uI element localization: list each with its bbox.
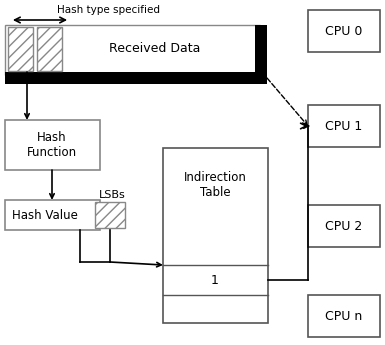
Bar: [5, 120, 100, 170]
FancyArrowPatch shape: [110, 262, 161, 267]
FancyArrowPatch shape: [267, 78, 307, 125]
Text: Indirection
Table: Indirection Table: [184, 171, 246, 199]
Bar: [95, 202, 125, 228]
FancyArrowPatch shape: [304, 124, 308, 128]
Text: CPU 1: CPU 1: [325, 119, 363, 132]
Bar: [5, 25, 260, 75]
Text: Hash
Function: Hash Function: [27, 131, 77, 159]
Bar: [308, 10, 380, 52]
Text: Hash Value: Hash Value: [12, 208, 78, 221]
Bar: [163, 148, 268, 323]
Bar: [255, 25, 267, 72]
Text: CPU 0: CPU 0: [325, 24, 363, 38]
Bar: [5, 72, 267, 84]
Bar: [308, 295, 380, 337]
Bar: [308, 205, 380, 247]
FancyArrowPatch shape: [25, 72, 29, 118]
Bar: [5, 200, 100, 230]
Text: Received Data: Received Data: [109, 41, 201, 55]
Bar: [8, 27, 33, 71]
FancyArrowPatch shape: [50, 170, 54, 198]
Text: Hash type specified: Hash type specified: [57, 5, 160, 15]
Text: 1: 1: [211, 274, 219, 286]
Bar: [308, 105, 380, 147]
Bar: [37, 27, 62, 71]
Text: LSBs: LSBs: [99, 190, 126, 200]
Text: CPU n: CPU n: [325, 309, 363, 323]
Text: CPU 2: CPU 2: [325, 219, 363, 233]
